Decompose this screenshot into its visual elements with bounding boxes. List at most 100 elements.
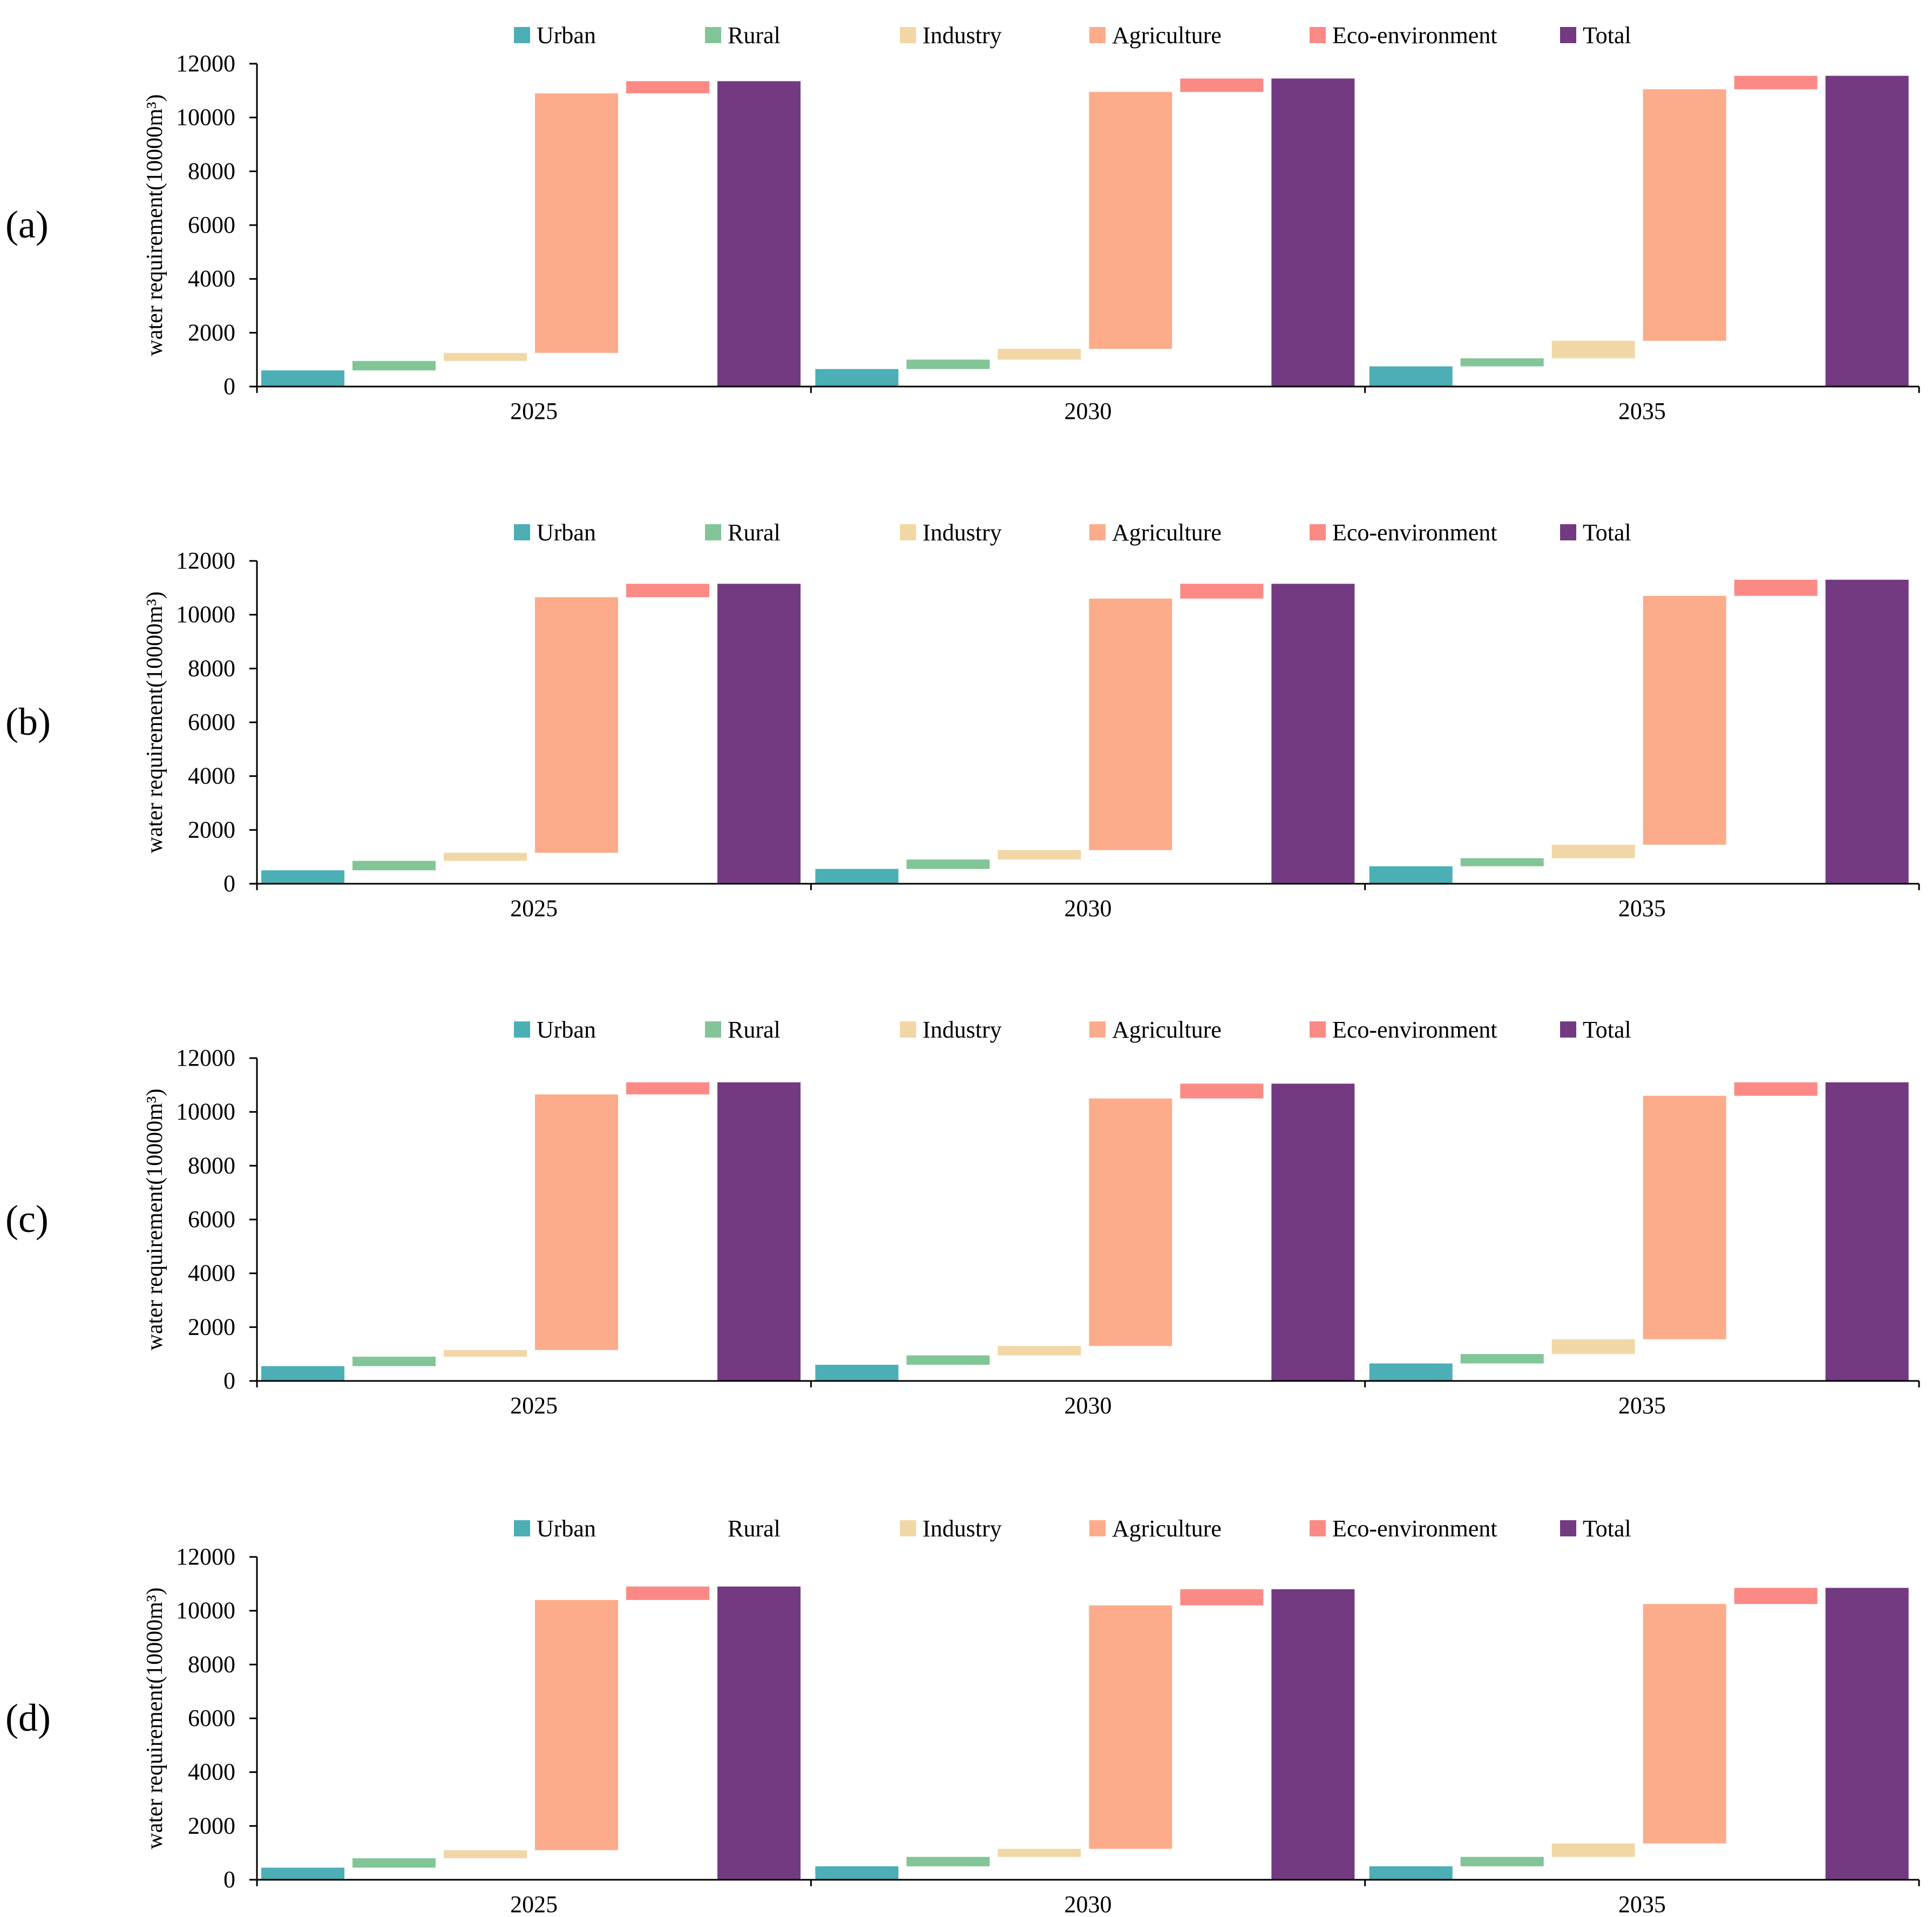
bar-industry-2030 <box>998 349 1081 360</box>
panel-d: (d) water requirement(10000m³) 0 2000 4000 60… <box>5 1515 1920 1917</box>
bar-total-2025 <box>717 1586 801 1880</box>
legend-label-eco-environment: Eco-environment <box>1332 22 1497 49</box>
legend-label-eco-environment: Eco-environment <box>1332 519 1497 546</box>
y-axis-label: water requirement(10000m³) <box>143 94 167 356</box>
legend-swatch-total <box>1560 27 1576 43</box>
bar-rural-2030 <box>906 360 990 369</box>
bar-industry-2035 <box>1551 1339 1635 1354</box>
legend-swatch-rural <box>705 27 721 43</box>
panel-b: (b) water requirement(10000m³) 0 2000 4000 60… <box>5 519 1920 922</box>
bar-urban-2025 <box>261 1867 344 1880</box>
x-tick-label: 2025 <box>510 398 558 424</box>
bar-urban-2025 <box>261 1366 344 1381</box>
y-axis-label: water requirement(10000m³) <box>143 1089 167 1351</box>
legend-swatch-rural <box>705 524 721 540</box>
bar-rural-2030 <box>906 1355 990 1365</box>
legend-label-industry: Industry <box>923 22 1002 49</box>
legend-swatch-total <box>1560 1021 1576 1038</box>
bar-eco-environment-2030 <box>1180 78 1264 92</box>
y-tick-label: 4000 <box>188 1260 235 1286</box>
bar-rural-2035 <box>1460 858 1544 866</box>
y-tick-label: 12000 <box>176 1543 235 1570</box>
bar-eco-environment-2025 <box>626 1586 709 1600</box>
bar-total-2035 <box>1825 1588 1909 1880</box>
legend-swatch-urban <box>514 524 530 540</box>
x-tick-label: 2025 <box>510 1392 558 1419</box>
bar-industry-2025 <box>444 1350 527 1357</box>
bar-industry-2025 <box>444 852 527 861</box>
bar-industry-2035 <box>1551 1843 1635 1857</box>
bar-total-2025 <box>717 1082 801 1381</box>
bar-agriculture-2030 <box>1089 598 1172 850</box>
bar-total-2030 <box>1271 1589 1355 1880</box>
legend-label-industry: Industry <box>923 519 1002 546</box>
legend-swatch-agriculture <box>1089 524 1106 540</box>
bar-rural-2035 <box>1460 1857 1544 1867</box>
y-tick-label: 10000 <box>176 601 235 628</box>
bar-urban-2030 <box>815 369 899 387</box>
legend-swatch-industry <box>900 524 916 540</box>
x-tick-label: 2035 <box>1618 895 1666 922</box>
bar-total-2025 <box>717 81 801 387</box>
x-tick-label: 2035 <box>1618 398 1666 424</box>
legend-label-rural: Rural <box>728 1515 781 1542</box>
panel-label: (b) <box>5 700 51 743</box>
bar-rural-2025 <box>352 1357 436 1366</box>
bar-agriculture-2035 <box>1643 1095 1726 1339</box>
bar-total-2035 <box>1825 579 1909 884</box>
legend-label-total: Total <box>1583 1017 1631 1043</box>
bar-agriculture-2030 <box>1089 1605 1172 1849</box>
y-tick-label: 12000 <box>176 547 235 574</box>
bar-agriculture-2035 <box>1643 1604 1726 1844</box>
bar-eco-environment-2035 <box>1734 1588 1818 1604</box>
legend-label-agriculture: Agriculture <box>1112 1515 1222 1542</box>
bar-eco-environment-2030 <box>1180 1083 1264 1099</box>
bar-industry-2030 <box>998 1346 1081 1356</box>
x-tick-label: 2025 <box>510 895 558 922</box>
legend-label-eco-environment: Eco-environment <box>1332 1515 1497 1542</box>
bar-eco-environment-2025 <box>626 584 709 598</box>
panel-label: (a) <box>5 203 49 246</box>
bar-agriculture-2025 <box>535 597 618 853</box>
bar-agriculture-2025 <box>535 93 618 353</box>
y-tick-label: 8000 <box>188 655 235 681</box>
y-tick-label: 10000 <box>176 1597 235 1624</box>
bar-total-2025 <box>717 584 801 884</box>
legend-swatch-eco-environment <box>1310 1021 1326 1038</box>
y-tick-label: 4000 <box>188 266 235 292</box>
bar-industry-2030 <box>998 1848 1081 1857</box>
bar-rural-2025 <box>352 1858 436 1868</box>
x-tick-label: 2030 <box>1065 398 1112 424</box>
y-tick-label: 10000 <box>176 1099 235 1125</box>
legend-label-agriculture: Agriculture <box>1112 519 1222 546</box>
x-tick-label: 2030 <box>1065 1392 1112 1419</box>
y-tick-label: 2000 <box>188 1313 235 1340</box>
legend-swatch-urban <box>514 1520 530 1536</box>
bar-urban-2035 <box>1369 1866 1453 1880</box>
bar-total-2035 <box>1825 1082 1909 1381</box>
y-tick-label: 8000 <box>188 1152 235 1178</box>
panel-label: (d) <box>5 1696 51 1739</box>
legend-label-eco-environment: Eco-environment <box>1332 1017 1497 1043</box>
bar-industry-2025 <box>444 353 527 361</box>
legend-swatch-eco-environment <box>1310 1520 1326 1536</box>
legend-label-rural: Rural <box>728 22 781 49</box>
bar-agriculture-2035 <box>1643 89 1726 341</box>
bar-rural-2030 <box>906 1857 990 1867</box>
legend-label-rural: Rural <box>728 1017 781 1043</box>
y-tick-label: 0 <box>223 373 235 399</box>
bar-urban-2025 <box>261 870 344 884</box>
bar-urban-2030 <box>815 869 899 884</box>
legend-swatch-industry <box>900 1520 916 1536</box>
x-tick-label: 2030 <box>1065 1891 1112 1917</box>
legend-swatch-eco-environment <box>1310 27 1326 43</box>
y-tick-label: 8000 <box>188 158 235 184</box>
bar-eco-environment-2030 <box>1180 584 1264 599</box>
bar-eco-environment-2035 <box>1734 76 1818 90</box>
legend-label-total: Total <box>1583 1515 1631 1542</box>
bar-eco-environment-2025 <box>626 81 709 93</box>
bar-urban-2030 <box>815 1365 899 1381</box>
legend-label-urban: Urban <box>537 519 596 546</box>
x-tick-label: 2030 <box>1065 895 1112 922</box>
